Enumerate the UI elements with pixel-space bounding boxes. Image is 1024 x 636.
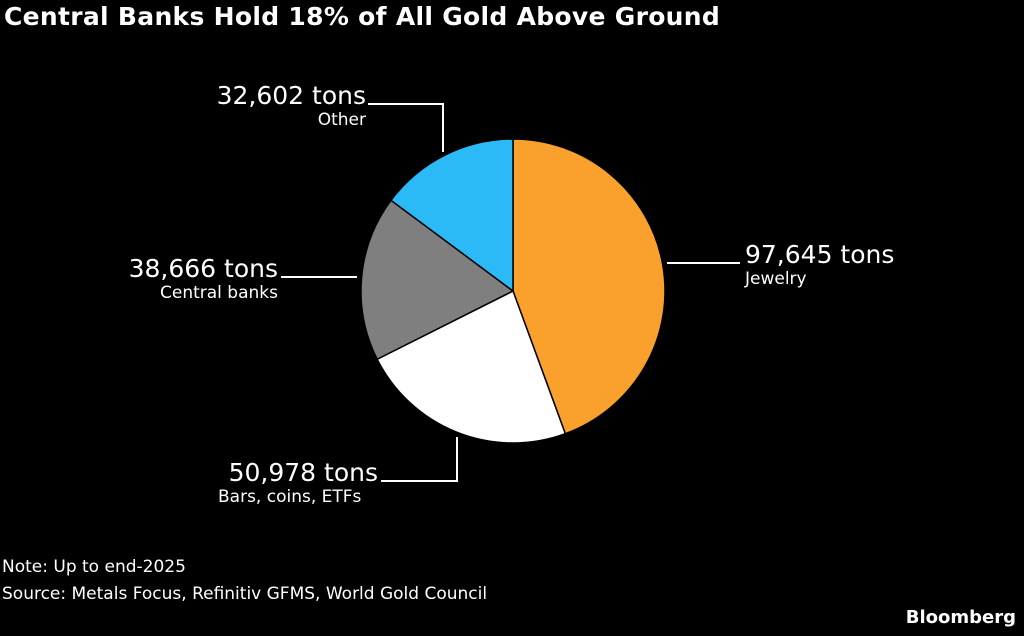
label-bars-coins-etfs: 50,978 tons Bars, coins, ETFs (218, 458, 378, 508)
pie-slice-other (389, 138, 514, 293)
label-jewelry: 97,645 tons Jewelry (745, 240, 895, 290)
pie-slice-bars-coins-etfs (376, 289, 567, 444)
category-label: Jewelry (745, 269, 807, 289)
value-label: 32,602 tons (216, 81, 366, 110)
bloomberg-logo: Bloomberg (905, 607, 1016, 628)
source: Source: Metals Focus, Refinitiv GFMS, Wo… (2, 584, 488, 604)
note: Note: Up to end-2025 (2, 557, 186, 577)
category-label: Other (317, 110, 366, 130)
pie-slice-jewelry (512, 138, 666, 435)
label-other: 32,602 tons Other (216, 81, 366, 131)
value-label: 97,645 tons (745, 240, 895, 269)
category-label: Central banks (160, 283, 278, 303)
pie-slice-central-banks (360, 199, 515, 361)
leader-line-bars (381, 437, 458, 482)
chart-title: Central Banks Hold 18% of All Gold Above… (4, 2, 721, 31)
category-label: Bars, coins, ETFs (218, 487, 362, 507)
leader-line-other (368, 103, 444, 152)
value-label: 50,978 tons (228, 458, 378, 487)
label-central-banks: 38,666 tons Central banks (128, 254, 278, 304)
value-label: 38,666 tons (128, 254, 278, 283)
